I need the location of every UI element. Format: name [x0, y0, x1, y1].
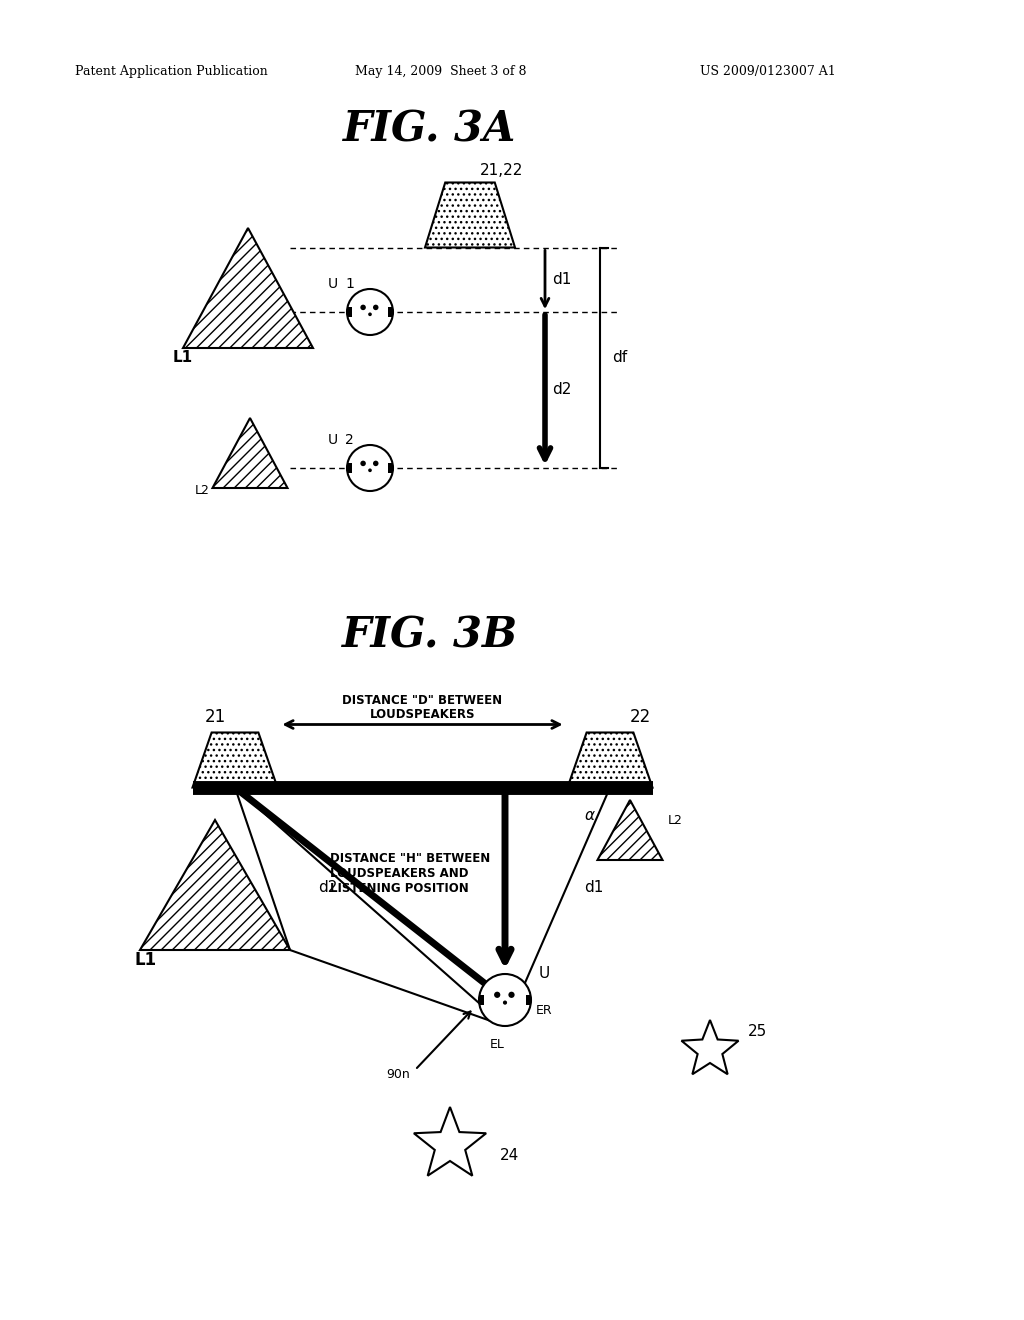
Polygon shape: [193, 733, 278, 788]
Text: DISTANCE "H" BETWEEN
LOUDSPEAKERS AND
LISTENING POSITION: DISTANCE "H" BETWEEN LOUDSPEAKERS AND LI…: [330, 853, 490, 895]
Text: L1: L1: [173, 351, 194, 366]
Text: 21: 21: [205, 709, 225, 726]
Polygon shape: [597, 800, 663, 861]
Text: U: U: [328, 433, 338, 447]
Text: d1: d1: [585, 879, 604, 895]
Text: 21,22: 21,22: [480, 162, 523, 178]
Text: 22: 22: [630, 709, 650, 726]
Bar: [525, 995, 531, 1006]
Circle shape: [347, 445, 393, 491]
Bar: [347, 463, 351, 473]
Text: d2: d2: [552, 383, 571, 397]
Bar: [347, 308, 351, 317]
Text: d2: d2: [317, 879, 337, 895]
Circle shape: [369, 313, 372, 315]
Text: df: df: [612, 350, 627, 366]
Text: L1: L1: [135, 950, 157, 969]
Circle shape: [479, 974, 531, 1026]
Circle shape: [373, 461, 379, 466]
Circle shape: [347, 289, 393, 335]
Text: FIG. 3A: FIG. 3A: [343, 110, 517, 150]
Text: Patent Application Publication: Patent Application Publication: [75, 66, 267, 78]
Text: 2: 2: [345, 433, 353, 447]
Bar: [479, 995, 484, 1006]
Polygon shape: [681, 1020, 738, 1074]
Circle shape: [369, 469, 372, 473]
Text: d1: d1: [552, 272, 571, 288]
Text: 25: 25: [748, 1024, 767, 1040]
Text: 1: 1: [345, 277, 354, 290]
Text: DISTANCE "D" BETWEEN
LOUDSPEAKERS: DISTANCE "D" BETWEEN LOUDSPEAKERS: [342, 693, 503, 722]
Bar: [388, 308, 393, 317]
Polygon shape: [567, 733, 652, 788]
Text: ER: ER: [536, 1003, 553, 1016]
Text: May 14, 2009  Sheet 3 of 8: May 14, 2009 Sheet 3 of 8: [355, 66, 526, 78]
Text: 90n: 90n: [386, 1068, 410, 1081]
Circle shape: [360, 305, 366, 310]
Polygon shape: [425, 182, 515, 248]
Text: 24: 24: [500, 1147, 519, 1163]
Circle shape: [508, 991, 515, 998]
Circle shape: [503, 1001, 507, 1005]
Text: α: α: [585, 808, 595, 822]
Circle shape: [494, 991, 501, 998]
Polygon shape: [183, 228, 313, 348]
Text: FIG. 3B: FIG. 3B: [342, 614, 518, 656]
Bar: [388, 463, 393, 473]
Text: U: U: [539, 966, 550, 982]
Text: US 2009/0123007 A1: US 2009/0123007 A1: [700, 66, 836, 78]
Polygon shape: [213, 418, 288, 488]
Text: U: U: [328, 277, 338, 290]
Circle shape: [360, 461, 366, 466]
Polygon shape: [140, 820, 290, 950]
Text: L2: L2: [195, 483, 210, 496]
Polygon shape: [414, 1107, 486, 1176]
Text: EL: EL: [489, 1038, 505, 1051]
Text: L2: L2: [668, 813, 683, 826]
Circle shape: [373, 305, 379, 310]
